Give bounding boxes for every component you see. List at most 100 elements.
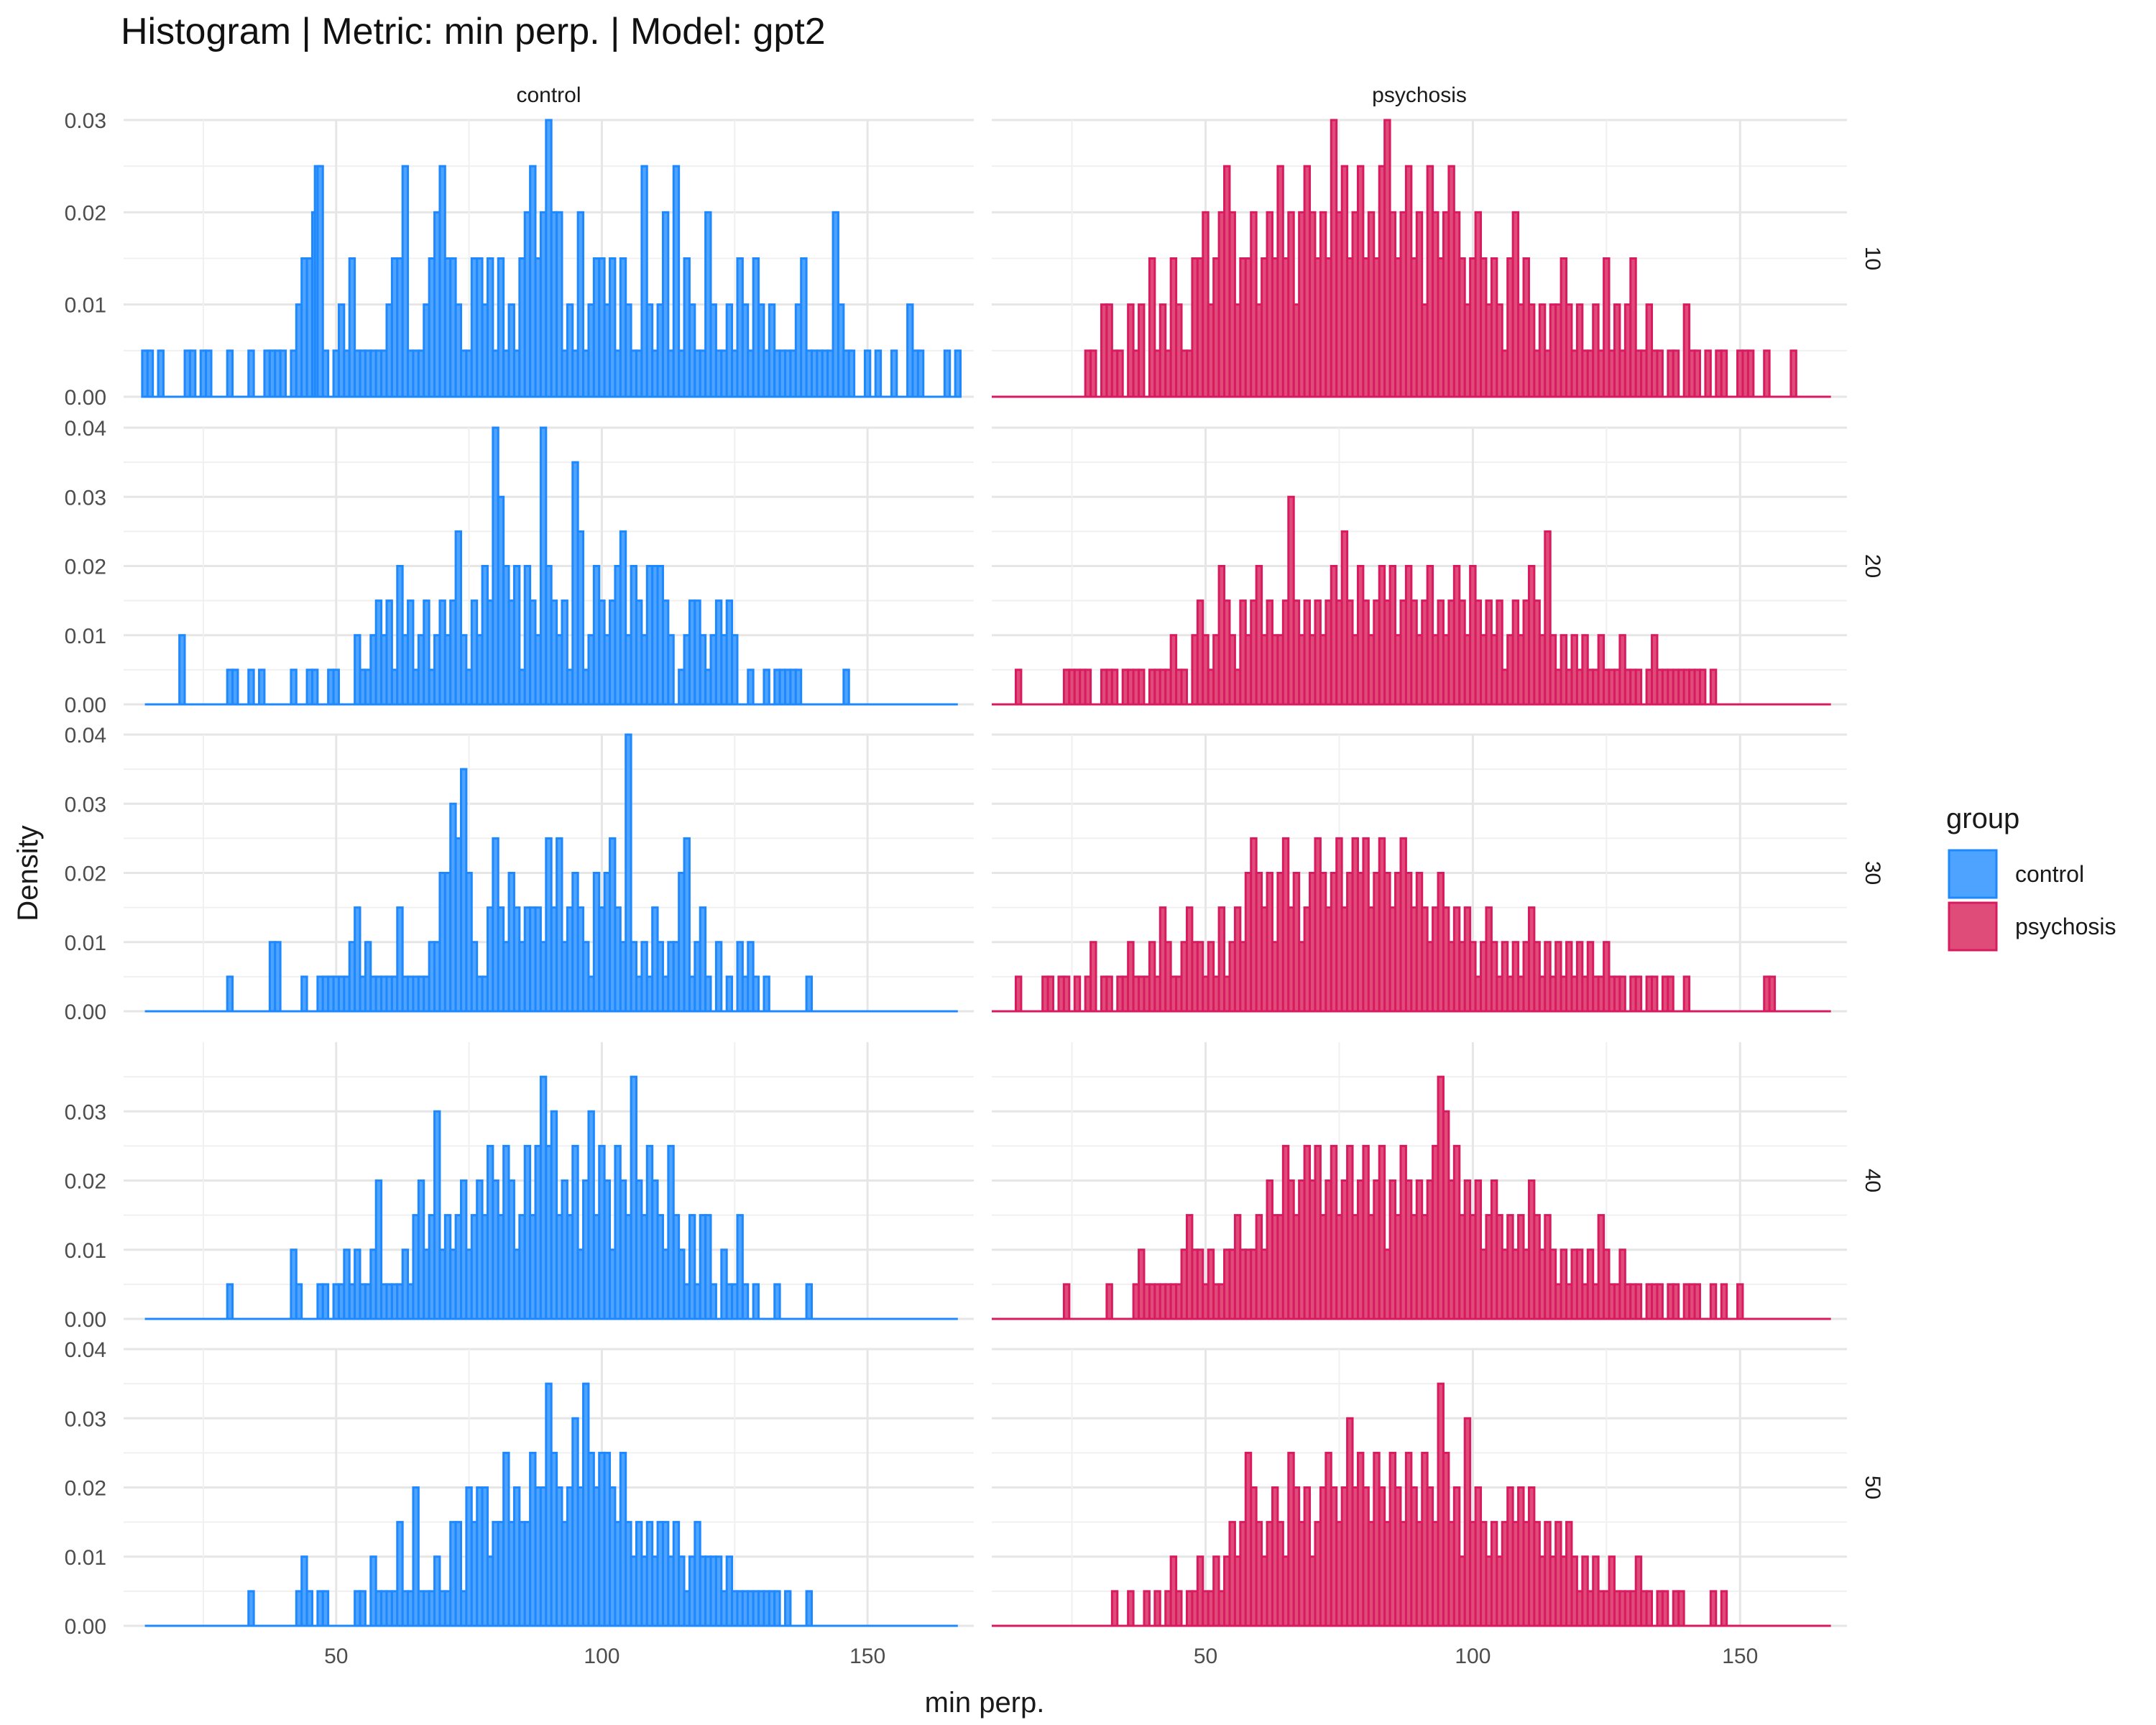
x-tick-label: 150 — [1722, 1644, 1758, 1668]
histogram-bar — [1763, 349, 1771, 398]
y-tick-label: 0.01 — [65, 294, 106, 318]
x-tick-label: 50 — [1194, 1644, 1217, 1668]
y-tick-label: 0.00 — [65, 1615, 106, 1639]
histogram-bar — [1378, 1144, 1386, 1320]
histogram-bar — [354, 906, 361, 1013]
y-tick-label: 0.01 — [65, 1239, 106, 1263]
histogram-bar — [1720, 1283, 1728, 1320]
histogram-bar — [1496, 599, 1503, 706]
histogram-bar — [316, 165, 324, 398]
histogram-bar — [1089, 941, 1097, 1013]
histogram-bar — [943, 349, 952, 398]
histogram-bar — [916, 349, 925, 398]
histogram-bar — [556, 837, 563, 1013]
x-tick-label: 100 — [584, 1644, 619, 1668]
histogram-bar — [305, 1590, 313, 1627]
histogram-bar — [1110, 1590, 1119, 1627]
histogram-bar — [736, 1214, 744, 1320]
chart-title: Histogram | Metric: min perp. | Model: g… — [121, 11, 826, 52]
x-tick-label: 150 — [849, 1644, 885, 1668]
histogram-bar — [619, 530, 627, 706]
histogram-bar — [725, 975, 734, 1013]
y-tick-label: 0.03 — [65, 793, 106, 816]
facet-column-label: control — [516, 83, 581, 107]
histogram-bar — [1148, 257, 1156, 398]
facet-column-label: psychosis — [1372, 83, 1467, 107]
histogram-bar — [847, 349, 856, 398]
histogram-bar — [310, 668, 319, 706]
histogram-bar — [1634, 975, 1643, 1013]
histogram-bar — [146, 349, 155, 398]
histogram-bar — [1180, 668, 1188, 706]
histogram-bar — [699, 906, 707, 1013]
histogram-bar — [1656, 349, 1664, 398]
histogram-bar — [773, 1590, 781, 1627]
histogram-bar — [763, 975, 770, 1013]
histogram-bar — [625, 733, 632, 1013]
histogram-bar — [794, 668, 803, 706]
histogram-bar — [1651, 975, 1659, 1013]
facet-row-label: 10 — [1861, 247, 1884, 270]
histogram-bar — [178, 634, 186, 706]
histogram-bar — [714, 941, 723, 1013]
histogram-bar — [1720, 1590, 1728, 1627]
histogram-bar — [683, 837, 691, 1013]
histogram-bar — [747, 668, 755, 706]
histogram-bar — [773, 1283, 781, 1320]
x-tick-label: 50 — [324, 1644, 348, 1668]
facet-row-label: 50 — [1861, 1476, 1884, 1499]
histogram-bar — [321, 1590, 330, 1627]
histogram-bar — [1014, 668, 1023, 706]
histogram-bar — [1603, 257, 1611, 398]
histogram-bar — [1677, 1590, 1685, 1627]
histogram-bar — [359, 1590, 367, 1627]
histogram-bar — [290, 668, 298, 706]
histogram-bar — [1789, 349, 1797, 398]
histogram-bar — [561, 599, 568, 706]
histogram-bar — [1138, 668, 1146, 706]
histogram-bar — [321, 349, 330, 398]
histogram-bar — [231, 668, 239, 706]
histogram-bar — [890, 349, 898, 398]
histogram-bar — [741, 1283, 750, 1320]
histogram-bar — [433, 1110, 441, 1320]
histogram-bar — [1105, 975, 1113, 1013]
histogram-bar — [188, 349, 197, 398]
y-tick-label: 0.04 — [65, 417, 106, 441]
histogram-bar — [1127, 1590, 1135, 1627]
y-tick-label: 0.03 — [65, 109, 106, 133]
y-tick-label: 0.02 — [65, 1170, 106, 1194]
histogram-bar — [954, 349, 962, 398]
histogram-bar — [576, 530, 585, 706]
histogram-bar — [401, 165, 410, 398]
histogram-bar — [454, 1521, 463, 1627]
histogram-bar — [1046, 975, 1055, 1013]
histogram-bar — [1746, 349, 1755, 398]
histogram-bar — [1656, 1283, 1664, 1320]
y-tick-label: 0.04 — [65, 724, 106, 748]
histogram-bar — [226, 1283, 234, 1320]
histogram-bar — [805, 1590, 813, 1627]
x-tick-label: 100 — [1455, 1644, 1491, 1668]
histogram-bar — [1693, 349, 1701, 398]
y-axis-title: Density — [12, 825, 44, 921]
facet-row-label: 20 — [1861, 554, 1884, 578]
histogram-bar — [1143, 1590, 1151, 1627]
histogram-bar — [704, 975, 712, 1013]
histogram-bar — [1645, 1590, 1654, 1627]
histogram-bar — [1672, 349, 1680, 398]
histogram-bar — [1062, 1283, 1071, 1320]
y-tick-label: 0.03 — [65, 1407, 106, 1431]
histogram-bar — [1153, 1590, 1161, 1627]
histogram-bar — [752, 1283, 760, 1320]
y-tick-label: 0.03 — [65, 486, 106, 510]
histogram-bar — [1618, 975, 1626, 1013]
histogram-bar — [1014, 975, 1023, 1013]
histogram-bar — [1720, 349, 1728, 398]
histogram-bar — [1709, 668, 1718, 706]
histogram-bar — [385, 599, 393, 706]
histogram-bar — [863, 349, 872, 398]
histogram-bar — [1736, 1283, 1744, 1320]
legend-swatch — [1948, 901, 1998, 952]
y-tick-label: 0.00 — [65, 694, 106, 717]
